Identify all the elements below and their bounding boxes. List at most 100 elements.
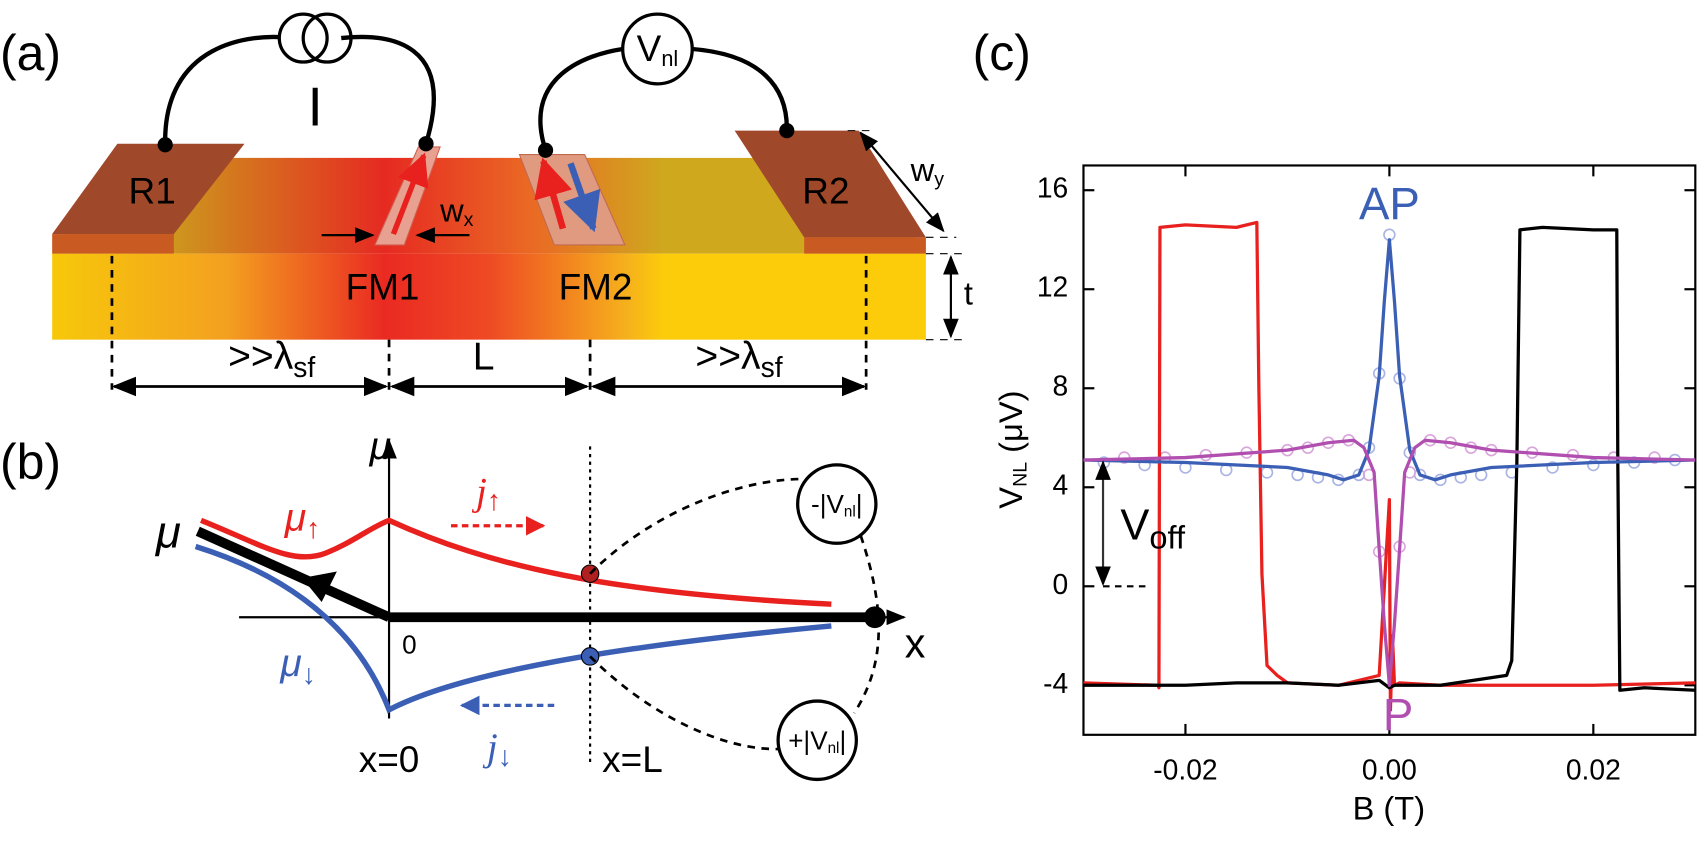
panel-label: (a) [0,25,61,81]
panel-label: (b) [0,434,61,490]
dim-label: L [473,336,495,379]
mu-up-label: μ↑ [284,497,321,545]
dim-sub: sf [761,352,783,384]
voff-main: V [1120,502,1149,550]
contact-label: R2 [802,171,849,212]
dim-main: >>λ [695,336,761,379]
mu: μ [279,643,301,686]
meter-circle [776,699,858,782]
panel-label: (c) [973,25,1031,81]
j-up-label: j↑ [471,470,501,517]
dim-label: >>λsf [228,336,315,384]
v-sub: nl [661,46,678,71]
mu-up-curve [200,517,832,607]
channel-top [52,157,926,254]
panel-a: (a) I Vnl R1 R2 FM1 FM2 wx wy t >>λsf L … [0,12,973,397]
voltmeter-circle [621,12,694,86]
j: j [471,470,487,513]
vp-end: | [839,725,846,755]
contact-label: R1 [129,171,176,212]
voff-label: Voff [1120,502,1186,555]
fm1-moment [390,152,429,236]
w: w [439,191,464,228]
mu-axis-label: μ [369,425,391,468]
data-point [1546,461,1559,474]
vp-sub: nl [828,740,840,757]
y-tick-label: 4 [1053,469,1069,501]
mu-arrowhead [302,571,337,602]
data-point [1587,458,1600,472]
x-tick-label: 0.00 [1362,753,1417,785]
vm-sub: nl [844,504,856,521]
wy-label: wy [910,151,945,191]
source-circle [301,12,353,64]
x-axis-label: x [905,621,926,667]
current-wire [163,34,436,145]
current-label: I [308,76,323,137]
dim-main: >>λ [228,336,294,379]
probe-wire [589,477,880,751]
panel-c: (c) B (T) VNL (μV) -0.02 0.00 0.02-4048121… [973,25,1697,827]
x-tick-label: 0.02 [1566,753,1621,785]
mu-left-line [195,526,392,622]
j-down-label: j↓ [482,726,512,773]
contact-dot [779,123,795,139]
y-tick-label: 16 [1037,172,1068,204]
j: j [482,726,498,769]
y-sub: NL [1010,462,1032,487]
mu: μ [284,497,306,540]
fm2-moment-down [563,162,601,233]
v-plus: +|Vnl| [788,725,846,757]
x-axis-label: B (T) [1353,790,1425,827]
voltmeter-label: Vnl [637,28,679,71]
w-sub: x [464,209,474,231]
w-sub: y [934,169,944,191]
y-tick-label: 0 [1053,568,1069,600]
contact-r1 [52,143,245,235]
ap-label: AP [1359,178,1420,229]
y-tick-label: -4 [1043,667,1068,699]
dim-sub: sf [293,352,315,384]
series-line [1083,238,1696,482]
fm-label: FM1 [346,266,420,307]
voltage-wire [538,46,789,151]
contact-dot [537,142,554,158]
arrow-sub: ↓ [498,742,512,773]
xl-label: x=L [602,739,663,780]
v: V [637,28,662,69]
mu-down-curve [194,543,832,714]
wx-label: wx [439,191,474,231]
series-line [1083,220,1696,712]
vm-main: -|V [811,489,844,519]
dim-label: >>λsf [695,336,782,384]
arrow-sub: ↓ [302,659,316,691]
mu-left: μ [155,507,181,558]
meter-circle [796,463,878,545]
series-line [1083,438,1696,687]
mu-down-label: μ↓ [279,643,316,691]
y-axis-label: VNL (μV) [991,390,1031,508]
vp-main: +|V [788,725,828,755]
wy-arrow [859,131,945,233]
arrow-sub: ↑ [306,513,320,545]
dim-guides [110,255,868,397]
fm-label: FM2 [559,266,633,307]
x-tick-label: -0.02 [1153,753,1217,785]
contact-dot [418,136,434,152]
contact-r2-front [804,237,926,254]
vm-end: | [856,489,863,519]
v-minus: -|Vnl| [811,489,862,521]
origin-label: 0 [402,630,417,660]
contact-dot [157,137,173,153]
arrow-sub: ↑ [487,486,501,517]
panel-b: (b) μ μ -|Vnl| +|Vnl| μ↑ μ↓ j↑ j↓ 0 x x=… [0,425,926,782]
x0-label: x=0 [359,739,420,780]
contact-r1-front [52,234,174,254]
t-label: t [964,275,973,312]
y-main: V [991,487,1028,509]
y-unit: (μV) [991,390,1028,461]
w: w [910,151,935,188]
y-tick-label: 12 [1037,271,1068,303]
channel-front [52,253,926,340]
